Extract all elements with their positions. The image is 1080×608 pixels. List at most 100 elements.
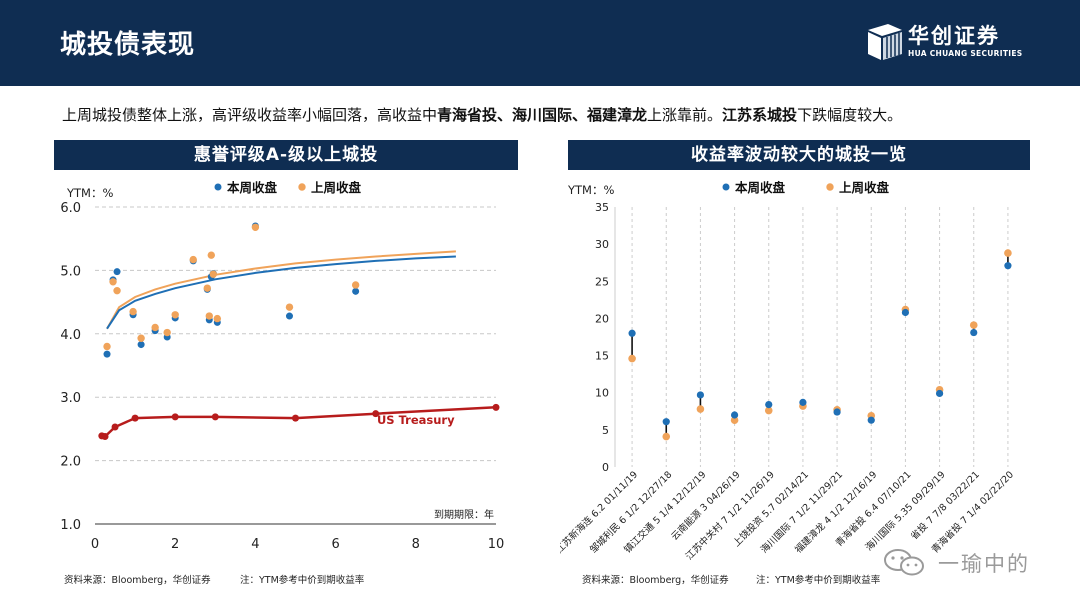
last-week-point <box>207 251 215 259</box>
legend-marker-last-week <box>826 183 834 191</box>
last-week-point <box>209 270 217 278</box>
last-week-point <box>113 286 121 295</box>
watermark: 一瑜中的 <box>880 548 1060 578</box>
treasury-point <box>111 423 119 431</box>
x-tick-label: 2 <box>171 537 179 552</box>
last-week-fit-curve <box>106 250 456 330</box>
last-week-point <box>662 432 671 441</box>
last-week-point <box>103 342 111 351</box>
last-week-point <box>129 307 137 316</box>
last-week-point <box>109 278 117 286</box>
right-note: 注：YTM参考中价到期收益率 <box>756 575 881 586</box>
last-week-point <box>213 314 222 323</box>
treasury-point <box>372 410 380 418</box>
x-tick-label: 6 <box>331 537 339 552</box>
this-week-point <box>730 411 739 419</box>
logo-english-name: HUA CHUANG SECURITIES <box>908 49 1023 58</box>
this-week-fit-curve <box>106 255 456 330</box>
last-week-point <box>151 323 159 332</box>
y-tick-label: 2.0 <box>60 455 81 470</box>
legend-label-last-week: 上周收盘 <box>839 180 890 195</box>
y-tick-label: 10 <box>595 387 609 400</box>
logo-name: 华创证券 <box>908 24 1000 48</box>
y-tick-label: 1.0 <box>60 518 81 533</box>
this-week-point <box>103 350 111 358</box>
left-panel-title: 惠誉评级A-级以上城投 <box>54 140 518 170</box>
y-tick-label: 25 <box>595 275 609 288</box>
last-week-point <box>969 321 978 329</box>
last-week-point <box>163 328 171 337</box>
watermark-text: 一瑜中的 <box>938 552 1030 576</box>
last-week-point <box>696 405 705 413</box>
summary-part: 青海省投、海川国际、福建漳龙 <box>437 106 648 124</box>
summary-text: 上周城投债整体上涨，高评级收益率小幅回落，高收益中青海省投、海川国际、福建漳龙上… <box>62 104 902 125</box>
summary-part: 下跌幅度较大。 <box>797 106 903 124</box>
treasury-point <box>492 403 500 411</box>
treasury-point <box>292 414 299 422</box>
y-tick-label: 30 <box>595 238 609 251</box>
this-week-point <box>970 328 978 337</box>
this-week-point <box>867 416 875 424</box>
this-week-point <box>765 401 773 409</box>
left-note: 注：YTM参考中价到期收益率 <box>240 575 365 586</box>
right-panel-title: 收益率波动较大的城投一览 <box>568 140 1030 170</box>
this-week-point <box>1004 262 1012 270</box>
left-source: 资料来源：Bloomberg，华创证券 <box>64 575 211 586</box>
y-tick-label: 20 <box>595 312 609 325</box>
logo-cube-icon <box>868 24 902 60</box>
y-tick-label: 15 <box>595 350 609 363</box>
x-tick-label: 10 <box>488 537 505 552</box>
last-week-point <box>730 416 739 424</box>
this-week-point <box>137 341 145 349</box>
this-week-point <box>696 391 705 399</box>
last-week-point <box>137 334 145 342</box>
wechat-icon <box>884 549 924 576</box>
last-week-point <box>203 284 211 292</box>
last-week-point <box>251 223 260 231</box>
page-title: 城投债表现 <box>60 30 196 60</box>
summary-part: 上涨靠前。 <box>647 106 723 124</box>
treasury-annotation: US Treasury <box>377 413 455 427</box>
this-week-point <box>901 308 910 317</box>
company-logo: 华创证券 HUA CHUANG SECURITIES <box>864 20 1024 66</box>
y-tick-label: 4.0 <box>60 328 81 343</box>
last-week-point <box>1004 249 1012 257</box>
y-axis-label: YTM：% <box>66 186 113 200</box>
this-week-point <box>935 389 944 398</box>
this-week-point <box>799 398 807 406</box>
this-week-point <box>285 312 293 320</box>
x-axis-label: 到期期限：年 <box>434 508 494 521</box>
last-week-point <box>764 406 773 415</box>
this-week-point <box>662 418 670 426</box>
x-tick-label: 0 <box>91 537 99 552</box>
legend-marker-this-week <box>722 183 730 191</box>
this-week-point <box>628 329 636 337</box>
this-week-point <box>113 268 121 276</box>
last-week-point <box>628 354 636 363</box>
header-bar: 城投债表现 华创证券 HUA CHUANG SECURITIES <box>0 0 1080 86</box>
last-week-point <box>285 303 294 311</box>
last-week-point <box>351 281 360 289</box>
y-tick-label: 6.0 <box>60 201 81 216</box>
y-tick-label: 3.0 <box>60 391 81 406</box>
last-week-point <box>171 311 179 319</box>
x-tick-label: 4 <box>251 537 259 552</box>
left-chart: 1.0 2.0 3.0 4.0 5.0 6.0 0 2 4 6 8 10 YTM：% 到期期限：年 US T… <box>60 180 505 552</box>
this-week-point <box>352 287 360 295</box>
treasury-point <box>171 413 179 421</box>
y-tick-label: 0 <box>602 461 609 474</box>
legend-marker-this-week <box>214 183 222 191</box>
y-tick-label: 35 <box>595 201 609 214</box>
last-week-point <box>189 255 197 264</box>
this-week-point <box>833 408 841 416</box>
summary-part: 上周城投债整体上涨，高评级收益率小幅回落，高收益中 <box>62 106 438 124</box>
legend-marker-last-week <box>298 183 306 191</box>
treasury-point <box>211 413 219 421</box>
y-tick-label: 5 <box>602 424 609 437</box>
treasury-point <box>101 433 109 441</box>
last-week-point <box>205 312 213 320</box>
summary-part: 江苏系城投 <box>722 106 798 124</box>
legend-label-this-week: 本周收盘 <box>227 180 278 195</box>
y-axis-label: YTM：% <box>567 183 614 197</box>
